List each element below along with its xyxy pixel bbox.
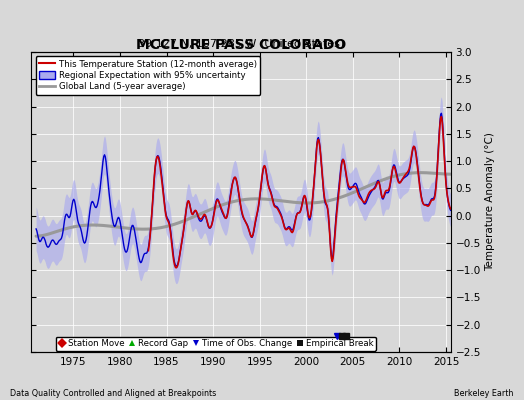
Text: 39.127 N, 107.285 W (United States): 39.127 N, 107.285 W (United States): [138, 39, 344, 49]
Y-axis label: Temperature Anomaly (°C): Temperature Anomaly (°C): [485, 132, 495, 272]
Title: MCCLURE PASS COLORADO: MCCLURE PASS COLORADO: [136, 38, 346, 52]
Text: Data Quality Controlled and Aligned at Breakpoints: Data Quality Controlled and Aligned at B…: [10, 389, 217, 398]
Legend: Station Move, Record Gap, Time of Obs. Change, Empirical Break: Station Move, Record Gap, Time of Obs. C…: [56, 336, 376, 351]
Text: Berkeley Earth: Berkeley Earth: [454, 389, 514, 398]
